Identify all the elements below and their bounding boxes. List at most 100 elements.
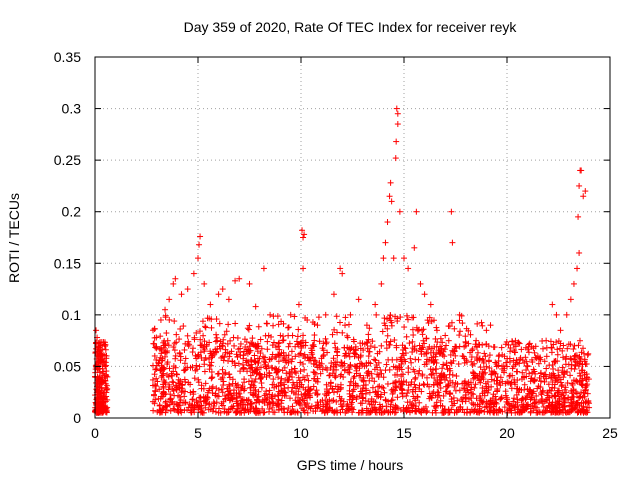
data-point	[220, 382, 227, 389]
data-point	[584, 351, 591, 358]
data-point	[533, 392, 540, 399]
data-point	[267, 311, 274, 318]
data-point	[264, 346, 271, 353]
data-point	[431, 374, 438, 381]
data-point	[570, 280, 577, 287]
data-point	[359, 361, 366, 368]
data-point	[510, 395, 517, 402]
data-point	[569, 381, 576, 388]
data-point	[258, 345, 265, 352]
data-point	[551, 358, 558, 365]
data-point	[337, 397, 344, 404]
data-point	[270, 313, 277, 320]
data-point	[567, 372, 574, 379]
data-point	[371, 378, 378, 385]
data-point	[322, 311, 329, 318]
data-point	[563, 311, 570, 318]
data-point	[494, 374, 501, 381]
data-point	[536, 374, 543, 381]
data-point	[305, 377, 312, 384]
data-point	[388, 198, 395, 205]
data-point	[237, 393, 244, 400]
data-point	[292, 353, 299, 360]
data-point	[180, 323, 187, 330]
data-point	[437, 335, 444, 342]
data-point	[416, 367, 423, 374]
data-point	[543, 344, 550, 351]
data-point	[503, 338, 510, 345]
data-point	[166, 316, 173, 323]
data-point	[215, 291, 222, 298]
data-point	[480, 357, 487, 364]
data-point	[423, 360, 430, 367]
data-point	[378, 370, 385, 377]
data-point	[153, 334, 160, 341]
data-point	[455, 360, 462, 367]
data-point	[237, 340, 244, 347]
data-point	[393, 384, 400, 391]
data-point	[555, 367, 562, 374]
data-point	[213, 316, 220, 323]
data-point	[482, 369, 489, 376]
data-point	[386, 193, 393, 200]
data-point	[525, 349, 532, 356]
data-point	[200, 332, 207, 339]
data-point	[538, 397, 545, 404]
data-point	[94, 366, 101, 373]
data-point	[412, 374, 419, 381]
data-point	[401, 324, 408, 331]
data-point	[531, 349, 538, 356]
data-point	[387, 312, 394, 319]
data-point	[406, 340, 413, 347]
data-point	[271, 393, 278, 400]
data-point	[426, 314, 433, 321]
data-point	[189, 396, 196, 403]
data-point	[365, 336, 372, 343]
data-point	[163, 330, 170, 337]
data-point	[390, 255, 397, 262]
data-point	[102, 405, 109, 412]
data-point	[226, 381, 233, 388]
data-point	[257, 336, 264, 343]
data-point	[394, 110, 401, 117]
data-point	[297, 368, 304, 375]
data-point	[278, 387, 285, 394]
data-point	[202, 380, 209, 387]
data-point	[251, 352, 258, 359]
data-point	[315, 314, 322, 321]
x-tick-label: 0	[91, 425, 99, 441]
data-point	[244, 325, 251, 332]
data-point	[93, 379, 100, 386]
data-point	[310, 383, 317, 390]
data-point	[410, 331, 417, 338]
data-point	[187, 389, 194, 396]
data-point	[472, 381, 479, 388]
data-point	[279, 367, 286, 374]
data-point	[295, 301, 302, 308]
data-point	[262, 332, 269, 339]
data-point	[298, 391, 305, 398]
data-point	[196, 328, 203, 335]
data-point	[440, 361, 447, 368]
data-point	[427, 301, 434, 308]
data-point	[224, 349, 231, 356]
data-point	[561, 368, 568, 375]
data-point	[371, 356, 378, 363]
data-point	[453, 373, 460, 380]
data-point	[172, 275, 179, 282]
data-point	[342, 314, 349, 321]
data-point	[346, 382, 353, 389]
data-point	[452, 352, 459, 359]
data-point	[408, 359, 415, 366]
data-point	[523, 367, 530, 374]
data-point	[454, 397, 461, 404]
data-point	[393, 342, 400, 349]
data-point	[170, 368, 177, 375]
data-point	[416, 342, 423, 349]
data-point	[442, 388, 449, 395]
data-point	[537, 370, 544, 377]
y-tick-label: 0.25	[54, 152, 81, 168]
data-point	[519, 369, 526, 376]
data-point	[518, 346, 525, 353]
data-point	[252, 303, 259, 310]
